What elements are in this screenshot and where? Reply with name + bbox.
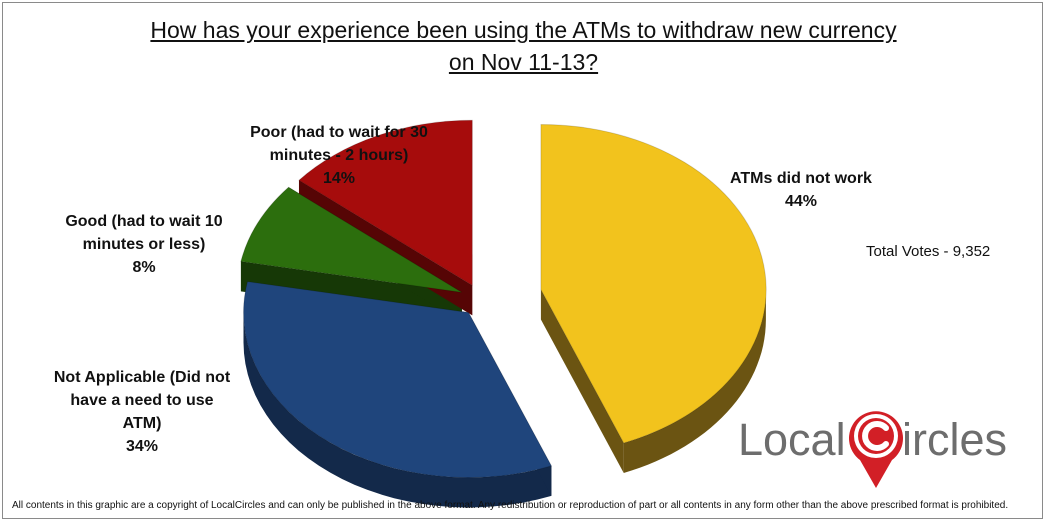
slice-label-na-line-3: ATM) — [122, 415, 162, 432]
copyright-footer: All contents in this graphic are a copyr… — [12, 500, 1009, 511]
slice-label-good-line-1: Good (had to wait 10 — [65, 213, 223, 230]
slice-label-good-percent: 8% — [132, 259, 156, 276]
slice-label-na-line-1: Not Applicable (Did not — [53, 369, 231, 386]
slice-label-na-percent: 34% — [125, 438, 159, 455]
chart-title-line-2: on Nov 11-13? — [448, 49, 599, 75]
slice-label-poor-percent: 14% — [322, 170, 356, 187]
pie-slice-side-atms-did-not-work — [623, 289, 766, 473]
total-votes: Total Votes - 9,352 — [866, 243, 991, 260]
slice-label-atms-text: ATMs did not work — [730, 170, 872, 187]
pie-slice-good — [240, 186, 463, 293]
slice-label-atms-percent: 44% — [784, 193, 818, 210]
slice-label-good: Good (had to wait 10 minutes or less) 8% — [44, 210, 244, 279]
chart-title-line-1: How has your experience been using the A… — [150, 17, 897, 43]
localcircles-logo: Local ircles — [738, 402, 1033, 492]
pie-slice-side-not-applicable — [243, 312, 552, 508]
slice-label-poor-line-1: Poor (had to wait for 30 — [250, 124, 428, 141]
logo-text-ircles: ircles — [902, 414, 1008, 465]
slice-label-atms-did-not-work: ATMs did not work 44% — [706, 167, 896, 213]
slice-label-poor-line-2: minutes - 2 hours) — [269, 147, 409, 164]
pie-slice-not-applicable — [243, 281, 553, 478]
pie-slice-atms-did-not-work — [540, 123, 767, 444]
chart-title: How has your experience been using the A… — [60, 14, 987, 78]
map-pin-c-icon — [849, 411, 903, 488]
slice-label-good-line-2: minutes or less) — [82, 236, 206, 253]
pie-slice-poor — [298, 119, 473, 287]
pie-slice-cut-atms-did-not-work-1 — [540, 289, 624, 473]
logo-text-local: Local — [738, 414, 846, 465]
slice-label-na-line-2: have a need to use — [70, 392, 214, 409]
slice-label-not-applicable: Not Applicable (Did not have a need to u… — [32, 366, 252, 458]
slice-label-poor: Poor (had to wait for 30 minutes - 2 hou… — [224, 121, 454, 190]
